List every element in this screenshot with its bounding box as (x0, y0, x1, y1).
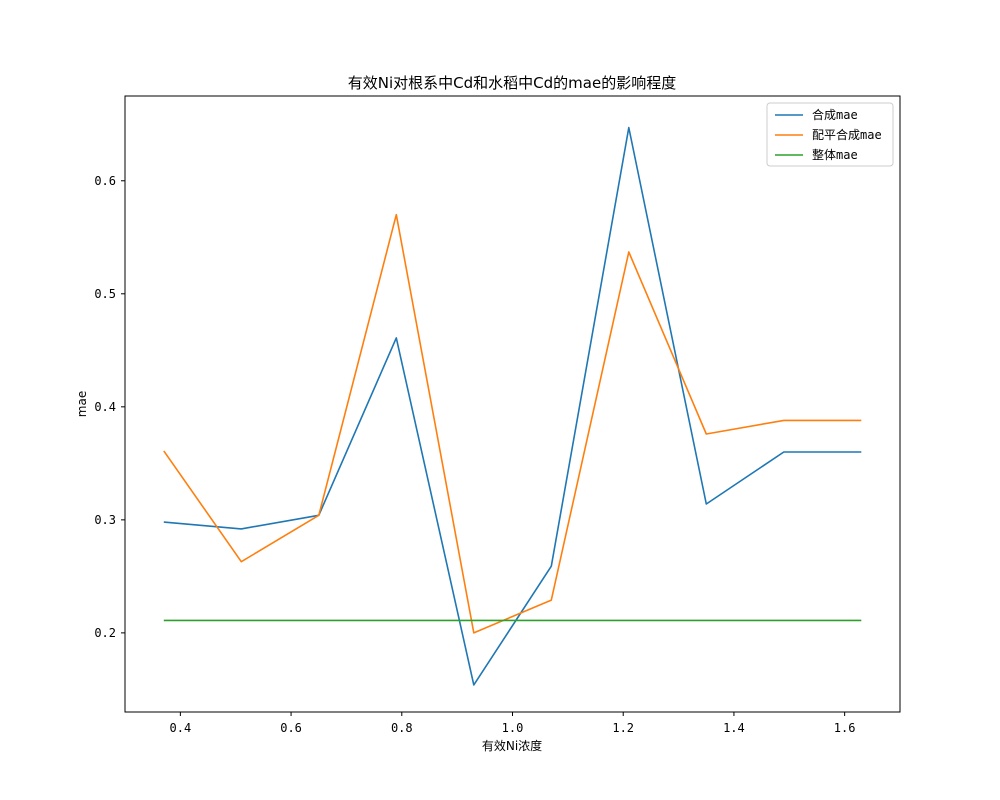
y-tick-label: 0.3 (94, 513, 116, 527)
legend-label-0: 合成mae (812, 107, 858, 122)
x-tick-label: 0.4 (170, 721, 192, 735)
x-axis: 0.4 0.6 0.8 1.0 1.2 1.4 1.6 (170, 712, 856, 735)
x-tick-label: 1.6 (834, 721, 856, 735)
y-tick-label: 0.2 (94, 626, 116, 640)
x-tick-label: 0.8 (391, 721, 413, 735)
y-tick-label: 0.6 (94, 174, 116, 188)
chart-title: 有效Ni对根系中Cd和水稻中Cd的mae的影响程度 (348, 74, 676, 92)
series-line-1 (163, 213, 862, 634)
y-tick-label: 0.5 (94, 287, 116, 301)
x-tick-label: 1.0 (502, 721, 524, 735)
plot-area (163, 126, 862, 686)
legend: 合成mae 配平合成mae 整体mae (766, 102, 894, 167)
series-line-0 (163, 126, 862, 686)
y-axis: 0.2 0.3 0.4 0.5 0.6 (94, 174, 125, 640)
legend-label-1: 配平合成mae (812, 127, 882, 142)
x-axis-label: 有效Ni浓度 (482, 738, 542, 753)
x-tick-label: 1.2 (612, 721, 634, 735)
legend-label-2: 整体mae (812, 147, 858, 162)
y-tick-label: 0.4 (94, 400, 116, 414)
legend-box (766, 102, 894, 167)
y-axis-label: mae (75, 391, 89, 417)
x-tick-label: 0.6 (280, 721, 302, 735)
x-tick-label: 1.4 (723, 721, 745, 735)
